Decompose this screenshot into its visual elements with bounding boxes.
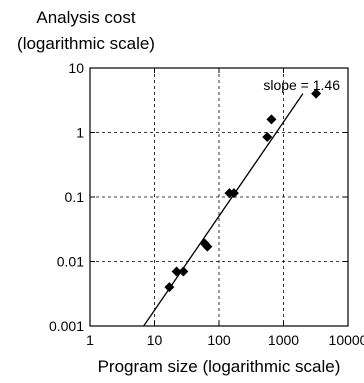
data-point (202, 241, 213, 252)
x-tick-label: 10 (147, 332, 163, 348)
data-point (311, 88, 322, 99)
y-tick-label: 0.001 (49, 318, 84, 334)
y-axis-tick-labels: 0.001 0.01 0.1 1 10 (49, 60, 84, 334)
data-point (228, 188, 239, 199)
x-tick-label: 1 (86, 332, 94, 348)
chart-title-line-2: (logarithmic scale) (17, 34, 155, 53)
x-axis-tick-labels: 1 10 100 1000 10000 (86, 332, 364, 348)
grid-lines (90, 68, 348, 326)
x-tick-label: 100 (207, 332, 231, 348)
data-point (262, 132, 273, 143)
slope-annotation: slope = 1.46 (263, 77, 340, 93)
chart-title-line-1: Analysis cost (36, 8, 135, 27)
y-tick-label: 0.1 (65, 189, 85, 205)
axis-ticks (89, 67, 349, 327)
data-point (178, 266, 189, 277)
data-point (266, 114, 277, 125)
y-tick-label: 10 (68, 60, 84, 76)
y-tick-label: 0.01 (57, 254, 84, 270)
x-tick-label: 10000 (329, 332, 364, 348)
data-point (171, 266, 182, 277)
data-point (164, 282, 175, 293)
y-tick-label: 1 (76, 125, 84, 141)
x-axis-label: Program size (logarithmic scale) (98, 357, 341, 376)
x-tick-label: 1000 (268, 332, 299, 348)
fit-line (143, 93, 304, 326)
data-points (164, 88, 322, 293)
